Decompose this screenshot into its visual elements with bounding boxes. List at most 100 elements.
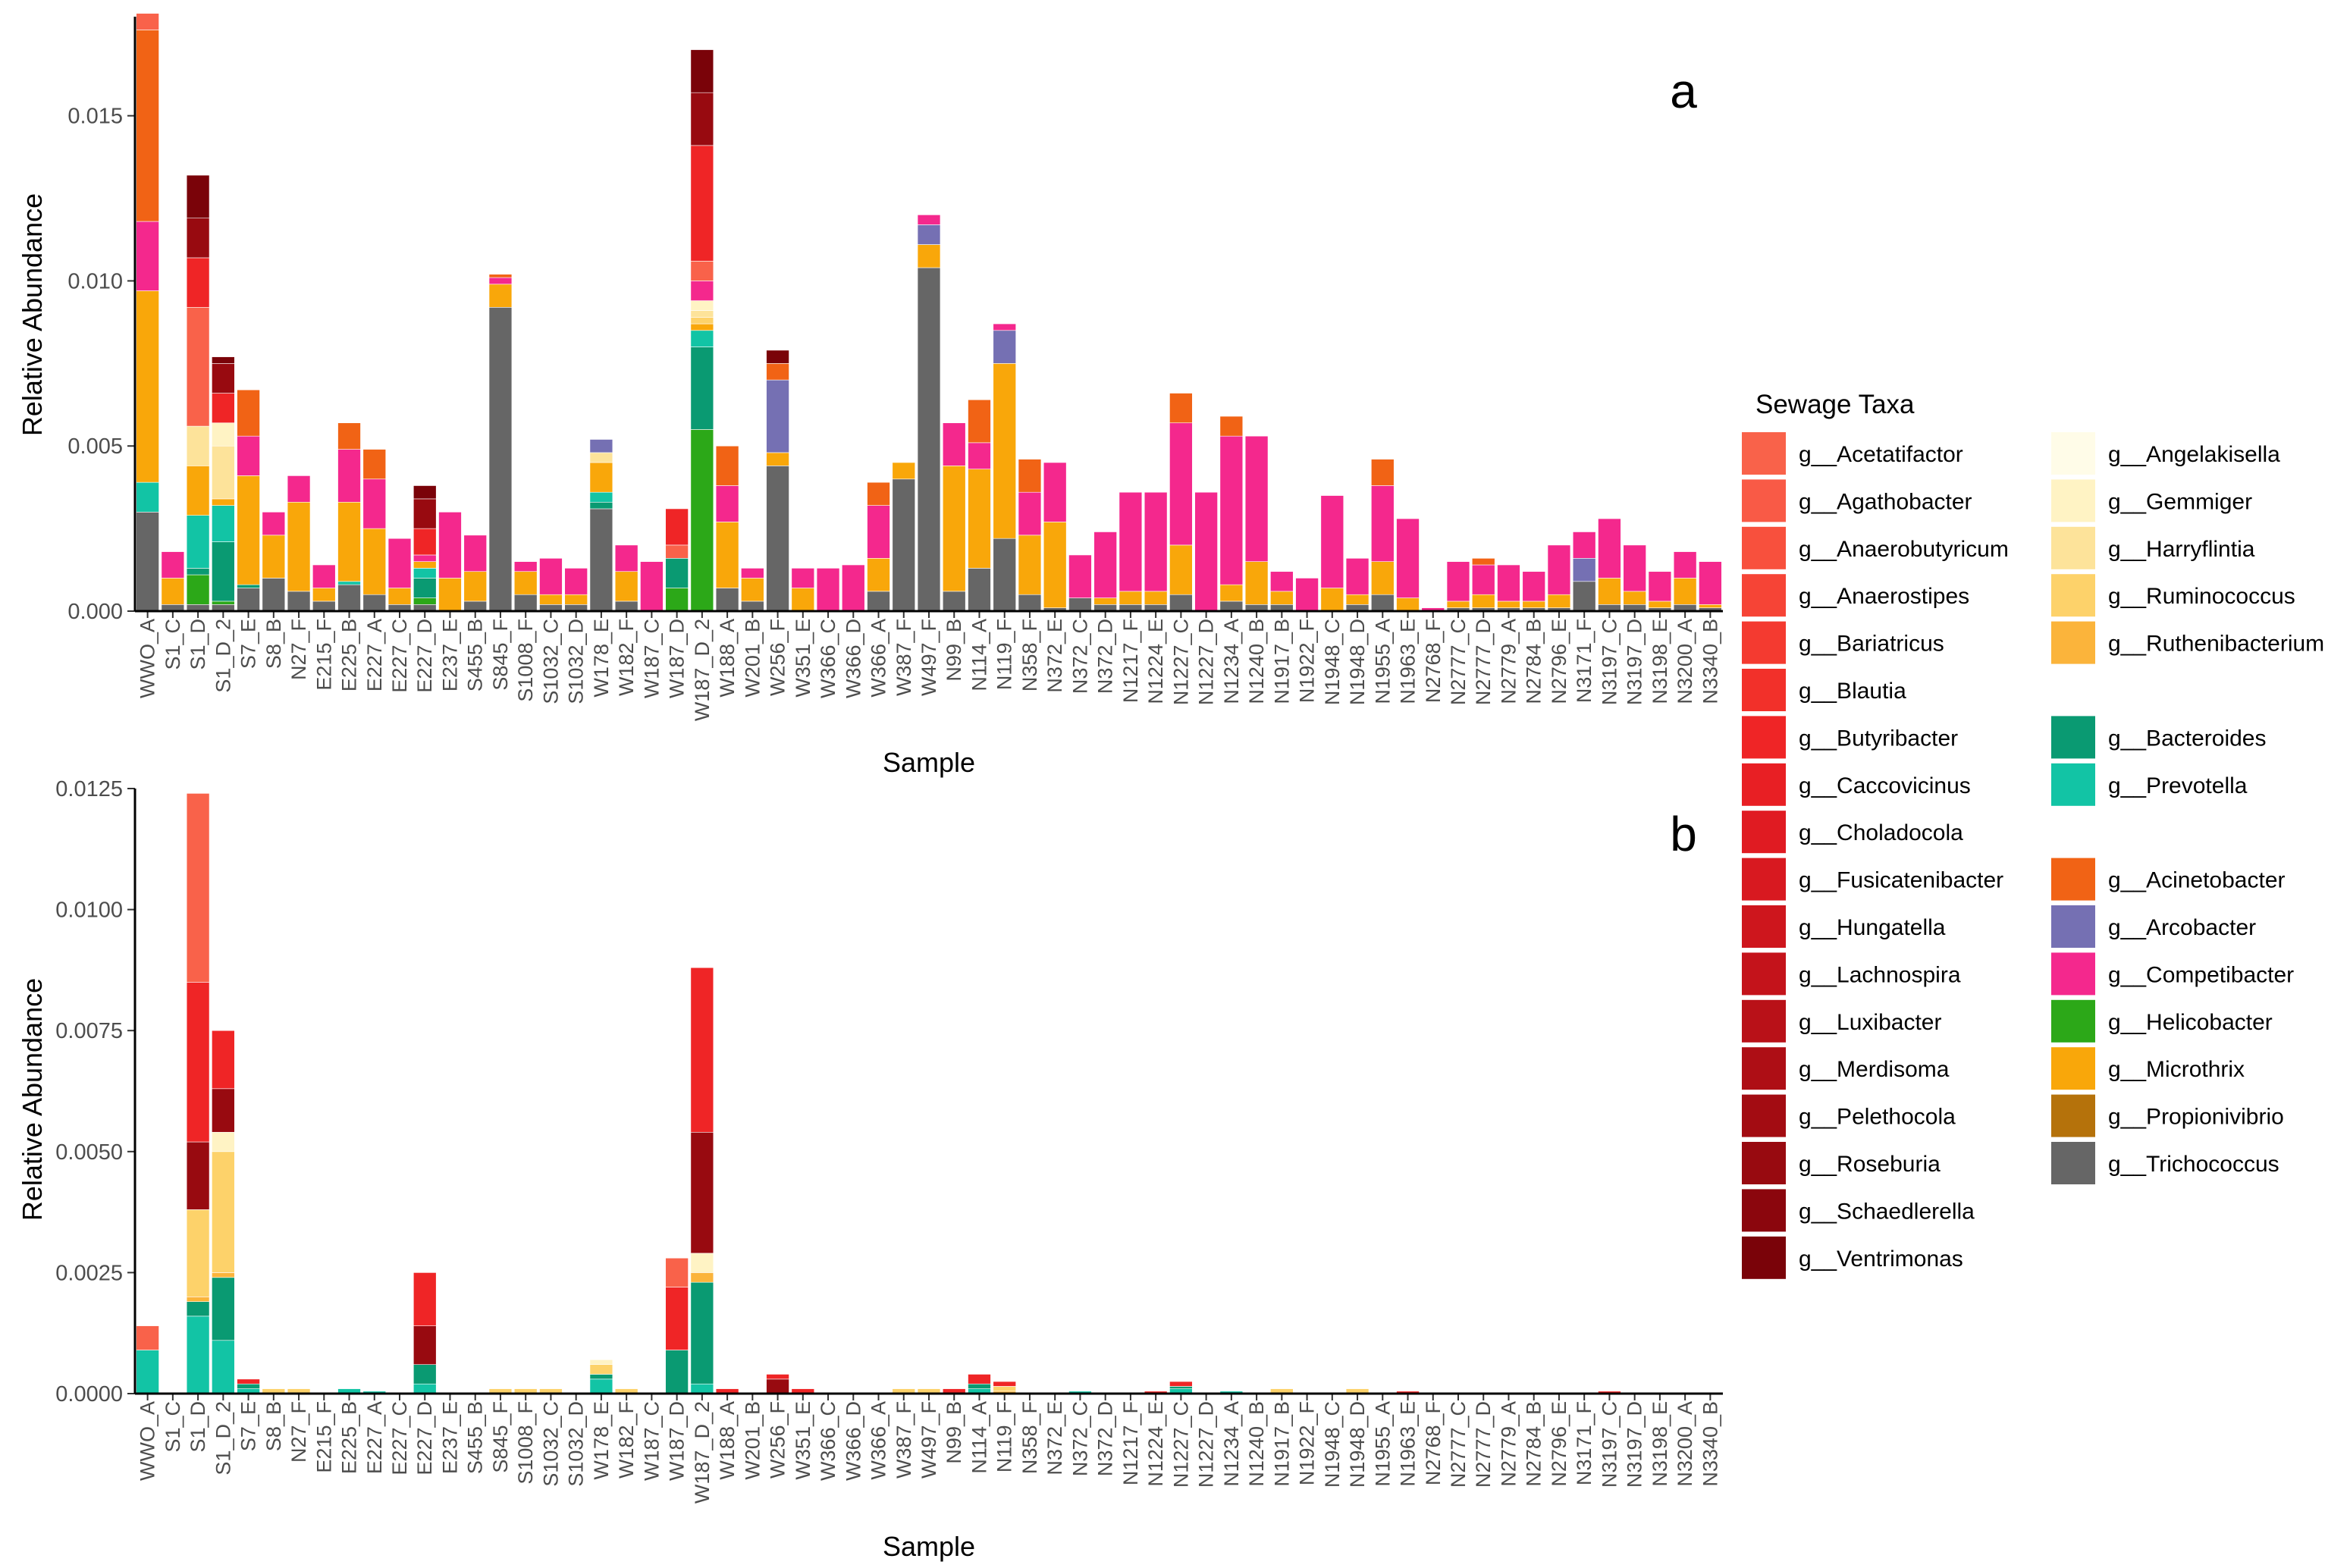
panel-a-x-tick-label: W256_F [767, 619, 789, 696]
legend-key [2051, 999, 2095, 1043]
panel-a-x-tick-label: N1917_B [1270, 619, 1293, 704]
panel-a-x-tick-label: N1948_D [1346, 619, 1369, 705]
legend-key [1742, 432, 1786, 475]
legend-key [1742, 669, 1786, 711]
panel-a-x-tick-label: N3197_D [1624, 619, 1646, 705]
panel-b: Relative Abundance Sample b 0.0000 0.0025… [17, 777, 1723, 1562]
bar-segment [212, 445, 235, 500]
bar-segment [212, 422, 235, 447]
bar-segment [1446, 601, 1470, 608]
panel-b-x-tick-label: N1224_E [1144, 1401, 1167, 1487]
bar-segment [186, 1316, 210, 1394]
panel-b-y-tick-label: 0.0100 [55, 898, 123, 923]
bar-segment [337, 581, 361, 585]
panel-a-x-tick-label: N2784_B [1523, 619, 1545, 704]
bar-segment [1699, 561, 1722, 605]
panel-b-x-tick-label: E227_C [388, 1401, 411, 1475]
panel-b-y-tick-label: 0.0125 [55, 777, 123, 801]
panel-a-x-ticks: WWO_A S1_C S1_D S1_D_2 S7_E S8_B N27_F E215_F E2… [136, 611, 1721, 721]
bar-segment [1396, 518, 1420, 598]
bar-segment [237, 584, 260, 588]
bar-segment [741, 568, 764, 579]
panel-b-x-tick-label: N1948_D [1346, 1401, 1369, 1488]
bar-segment [1497, 601, 1520, 608]
panel-b-x-tick-label: S1008_F [514, 1401, 537, 1485]
panel-b-x-tick-label: WWO_A [136, 1401, 159, 1481]
panel-b-x-tick-label: N99_B [943, 1401, 965, 1464]
bar-segment [212, 1277, 235, 1341]
panel-a-x-tick-label: S1_D [187, 619, 209, 670]
bar-segment [1320, 495, 1344, 588]
panel-b-x-tick-label: N3340_B [1699, 1401, 1721, 1487]
bar-segment [867, 558, 890, 592]
bar-segment [488, 306, 513, 612]
panel-b-y-axis-title: Relative Abundance [17, 978, 48, 1221]
legend-key [1742, 763, 1786, 806]
panel-b-x-tick-label: N119_F [993, 1401, 1016, 1472]
panel-b-y-tick-label: 0.0000 [55, 1382, 123, 1406]
bar-segment [690, 49, 714, 93]
bar-segment [237, 1383, 260, 1389]
bar-segment [766, 350, 789, 364]
bar-segment [287, 475, 311, 503]
bar-segment [867, 591, 890, 612]
panel-b-tag: b [1670, 807, 1697, 861]
panel-a-y-tick-label: 0.010 [67, 269, 123, 293]
panel-b-x-tick-label: W387_F [893, 1401, 915, 1479]
panel-b-x-tick-label: N1227_C [1169, 1401, 1192, 1488]
bar-segment [589, 1364, 613, 1375]
panel-a-x-tick-label: W187_C [640, 619, 663, 698]
panel-a-x-tick-label: N99_B [943, 619, 965, 682]
legend-key [1742, 1047, 1786, 1090]
bar-segment [1219, 435, 1244, 585]
bar-segment [993, 363, 1016, 539]
legend-key [1742, 1189, 1786, 1232]
bar-segment [1371, 594, 1395, 612]
bar-segment [1043, 462, 1067, 522]
panel-b-x-tick-label: E227_A [363, 1401, 386, 1474]
bar-segment [337, 449, 361, 503]
legend-key [2051, 432, 2095, 475]
bar-segment [1673, 551, 1697, 579]
panel-b-x-tick-label: N3197_C [1598, 1401, 1621, 1488]
legend-label: g__Blautia [1799, 679, 1906, 704]
legend-label: g__Propionivibrio [2108, 1105, 2284, 1130]
panel-a-x-tick-label: N27_F [287, 619, 310, 680]
panel-b-x-tick-label: N1948_C [1321, 1401, 1344, 1488]
bar-segment [690, 1281, 714, 1385]
legend-key [1742, 905, 1786, 948]
bar-segment [766, 452, 789, 466]
bar-segment [791, 568, 815, 588]
bar-segment [690, 323, 714, 331]
panel-b-x-tick-label: E215_F [312, 1401, 335, 1473]
legend-key [1742, 952, 1786, 996]
legend-label: g__Agathobacter [1799, 489, 1972, 514]
bar-segment [892, 478, 916, 612]
panel-a-x-tick-label: S7_E [237, 619, 260, 669]
legend-label: g__Ruminococcus [2108, 584, 2295, 609]
bar-segment [463, 601, 487, 612]
panel-a-x-tick-label: N2796_E [1548, 619, 1570, 704]
legend-label: g__Choladocola [1799, 820, 1963, 845]
bar-segment [1572, 581, 1596, 612]
bar-segment [161, 578, 185, 605]
panel-b-x-tick-label: E225_B [338, 1401, 361, 1474]
panel-b-x-tick-label: N1227_D [1195, 1401, 1218, 1488]
panel-a-x-tick-label: N119_F [993, 619, 1016, 690]
panel-b-x-tick-label: S455_B [464, 1401, 487, 1474]
panel-a-x-tick-label: W366_C [817, 619, 839, 698]
bar-segment [212, 363, 235, 394]
panel-a-x-tick-label: N2779_A [1497, 619, 1520, 704]
bar-segment [488, 284, 513, 308]
bar-segment [212, 541, 235, 602]
panel-a-x-tick-label: W351_E [792, 619, 814, 698]
panel-a-x-tick-label: N1955_A [1371, 619, 1394, 704]
bar-segment [791, 588, 815, 612]
bar-segment [186, 1297, 210, 1303]
bar-segment [186, 568, 210, 575]
bar-segment [362, 478, 387, 529]
panel-a-x-tick-label: WWO_A [136, 619, 159, 698]
bar-segment [766, 379, 789, 453]
legend-label: g__Roseburia [1799, 1152, 1941, 1177]
